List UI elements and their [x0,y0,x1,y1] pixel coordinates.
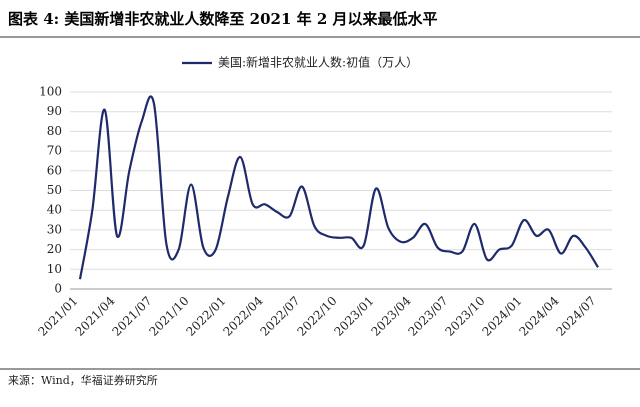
source: 来源：Wind，华福证券研究所 [8,373,158,387]
y-tick-label: 60 [47,163,62,177]
y-tick-label: 30 [47,222,62,236]
y-tick-label: 80 [47,124,62,138]
x-tick-label: 2024/01 [479,294,524,339]
y-tick-label: 70 [47,144,62,158]
y-tick-label: 50 [47,183,62,197]
x-tick-label: 2022/04 [220,293,265,338]
x-tick-label: 2023/10 [442,294,487,339]
x-tick-label: 2022/10 [294,294,339,339]
x-tick-label: 2021/01 [35,294,80,339]
x-tick-label: 2021/07 [109,294,154,339]
x-tick-label: 2024/04 [516,293,561,338]
x-tick-label: 2021/04 [72,293,117,338]
y-tick-label: 40 [47,203,62,217]
legend-label: 美国:新增非农就业人数:初值（万人） [218,55,418,70]
chart-title: 图表 4: 美国新增非农就业人数降至 2021 年 2 月以来最低水平 [8,10,438,28]
series-line [78,95,599,280]
y-tick-label: 10 [47,262,62,276]
y-tick-label: 20 [47,242,62,256]
x-tick-label: 2023/01 [331,294,376,339]
x-tick-label: 2022/01 [183,294,228,339]
y-tick-label: 100 [39,85,62,99]
x-tick-label: 2021/10 [146,294,191,339]
y-tick-label: 90 [47,104,62,118]
x-tick-label: 2024/07 [553,294,598,339]
x-tick-label: 2023/04 [368,293,413,338]
x-tick-label: 2023/07 [405,294,450,339]
y-tick-label: 0 [54,282,62,296]
x-tick-label: 2022/07 [257,294,302,339]
